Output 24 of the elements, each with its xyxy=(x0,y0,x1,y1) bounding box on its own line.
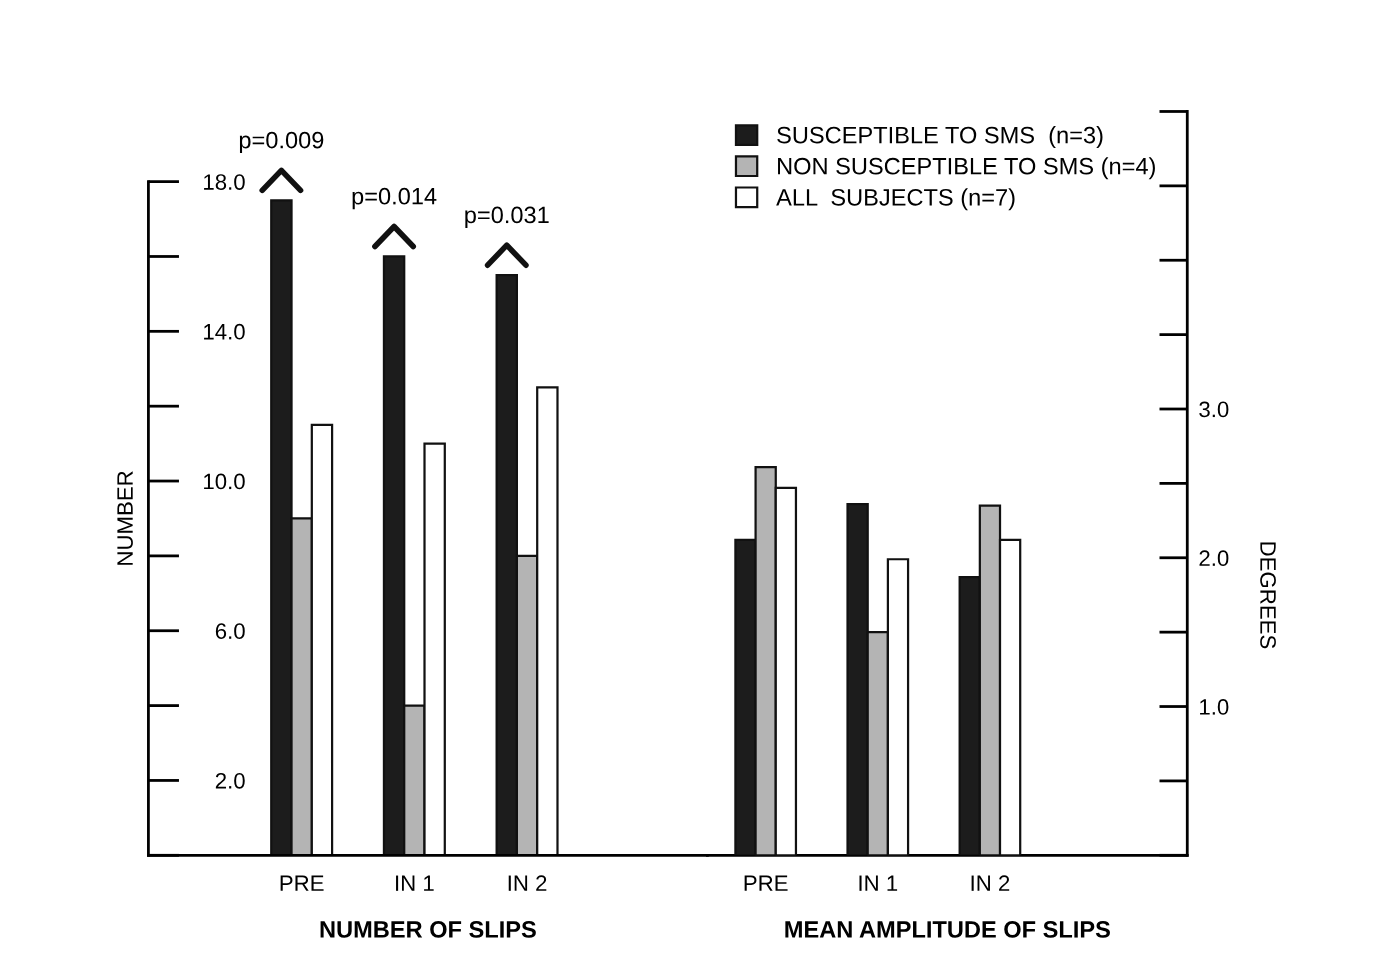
y-tick-label: 2.0 xyxy=(215,772,245,789)
x-tick-label: PRE xyxy=(744,875,788,891)
y2-axis-title: DEGREES xyxy=(1260,542,1276,649)
y-tick-label: 14.0 xyxy=(204,323,245,340)
legend-label: ALL SUBJECTS (n=7) xyxy=(776,188,1015,211)
y2-tick-label: 2.0 xyxy=(1199,550,1229,567)
x-tick-label: IN 2 xyxy=(508,875,547,891)
x-tick-label: PRE xyxy=(280,875,324,891)
y2-tick-label: 1.0 xyxy=(1200,699,1229,715)
y-tick-label: 6.0 xyxy=(215,623,245,640)
x-axis-title: MEAN AMPLITUDE OF SLIPS xyxy=(785,921,1110,938)
x-tick-label: IN 1 xyxy=(396,875,434,891)
y-axis-title: NUMBER xyxy=(117,471,133,565)
text: p=0.009 xyxy=(239,131,324,154)
annotation: p=0.014 xyxy=(352,187,437,210)
x-axis-title: NUMBER OF SLIPS xyxy=(320,921,536,938)
x-tick-label: IN 2 xyxy=(971,875,1010,891)
y-tick-label: 10.0 xyxy=(204,473,245,490)
annotation: p=0.031 xyxy=(465,206,549,228)
y2-tick-label: 3.0 xyxy=(1199,401,1229,418)
legend-label: NON SUSCEPTIBLE TO SMS (n=4) xyxy=(778,157,1155,180)
y-tick-label: 18.0 xyxy=(204,174,245,190)
legend-label: SUSCEPTIBLE TO SMS (n=3) xyxy=(777,126,1103,149)
x-tick-label: IN 1 xyxy=(859,875,898,891)
